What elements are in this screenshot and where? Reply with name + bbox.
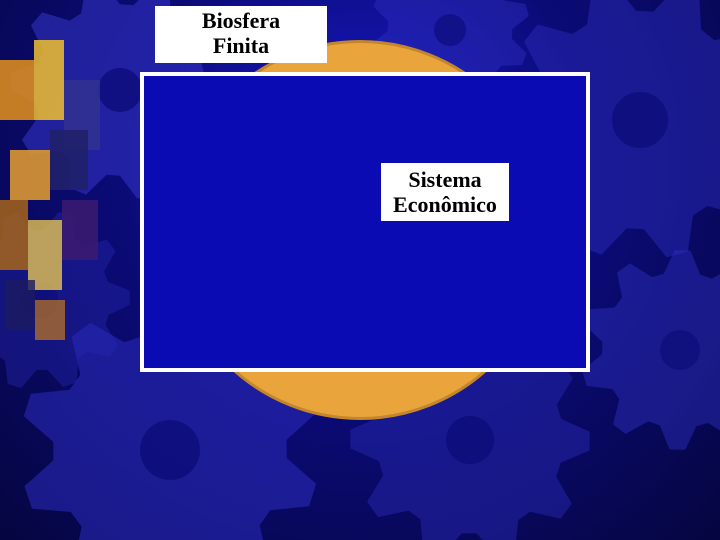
side-art-block <box>5 280 35 330</box>
side-art-block <box>34 40 64 120</box>
biosphere-label: Biosfera Finita <box>155 6 327 63</box>
side-art-block <box>10 150 50 200</box>
side-art-block <box>50 130 88 190</box>
economic-system-label: Sistema Econômico <box>381 163 509 222</box>
side-art-block <box>35 300 65 340</box>
side-art-block <box>0 200 28 270</box>
side-art-block <box>62 200 98 260</box>
economic-system-box: Sistema Econômico <box>140 72 590 372</box>
side-art-block <box>0 60 34 120</box>
side-art-panel <box>0 0 140 540</box>
